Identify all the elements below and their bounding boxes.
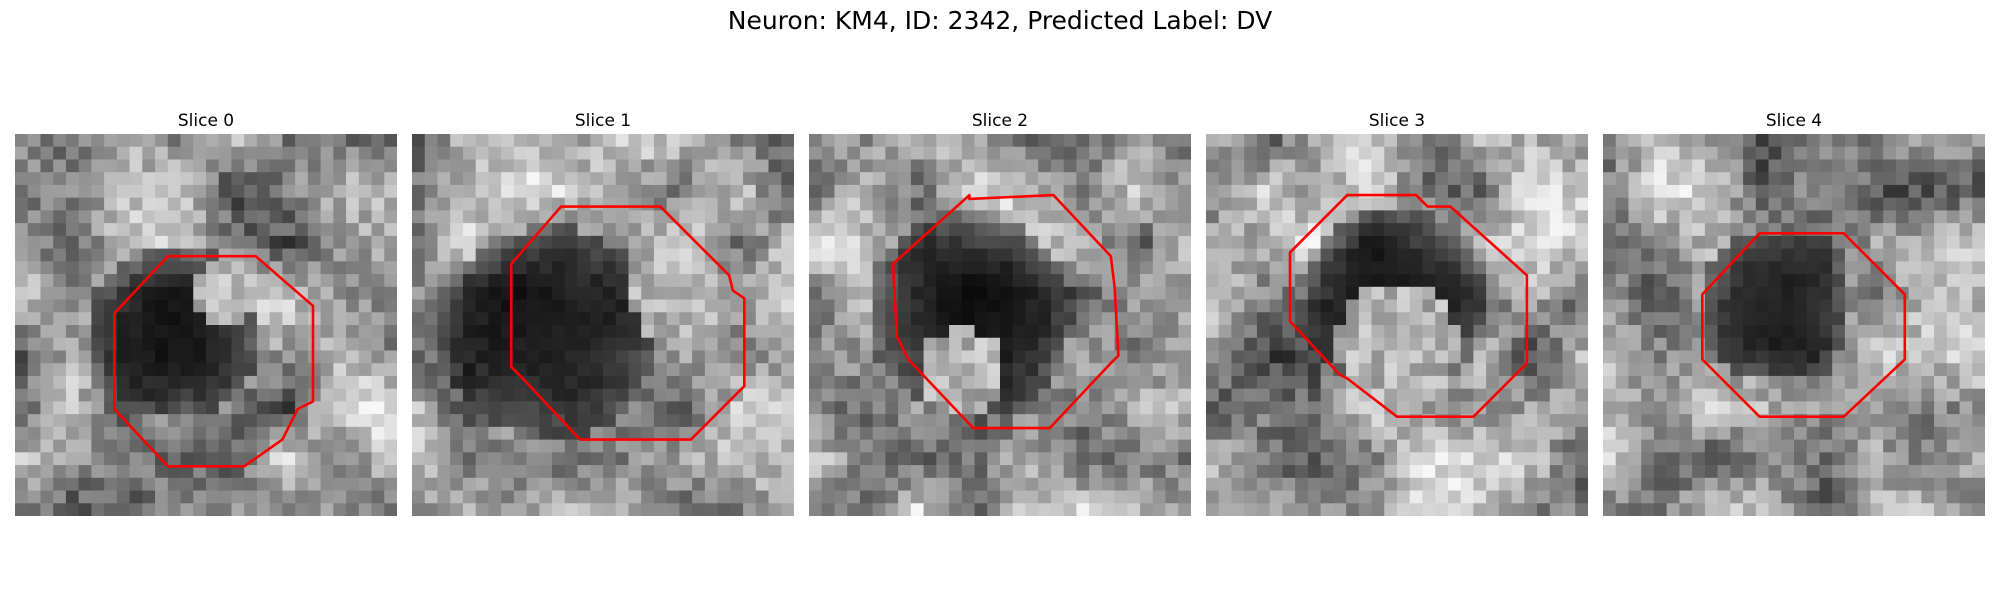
slice-title: Slice 2 [971, 111, 1029, 131]
slice-title: Slice 3 [1368, 111, 1426, 131]
pixel-grid [15, 134, 397, 516]
roi-contour [113, 254, 315, 468]
slice-panel-3: Slice 3 [1206, 108, 1588, 516]
roi-contour [1288, 193, 1529, 419]
slice-panel-0: Slice 0 [15, 108, 397, 516]
roi-contour [510, 205, 746, 441]
pixel-grid [1603, 134, 1985, 516]
slice-title: Slice 1 [574, 111, 632, 131]
figure-title: Neuron: KM4, ID: 2342, Predicted Label: … [727, 6, 1273, 35]
slice-image [1206, 134, 1588, 516]
roi-contour [1701, 232, 1907, 419]
slice-panel-4: Slice 4 [1603, 108, 1985, 516]
slice-image [809, 134, 1191, 516]
pixel-grid [412, 134, 794, 516]
slice-image [1603, 134, 1985, 516]
pixel-grid [809, 134, 1191, 516]
slice-title: Slice 0 [177, 111, 235, 131]
roi-contour [891, 193, 1120, 430]
slice-title: Slice 4 [1765, 111, 1823, 131]
slice-image [15, 134, 397, 516]
pixel-grid [1206, 134, 1588, 516]
slice-image [412, 134, 794, 516]
slice-panel-1: Slice 1 [412, 108, 794, 516]
slice-panel-2: Slice 2 [809, 108, 1191, 516]
